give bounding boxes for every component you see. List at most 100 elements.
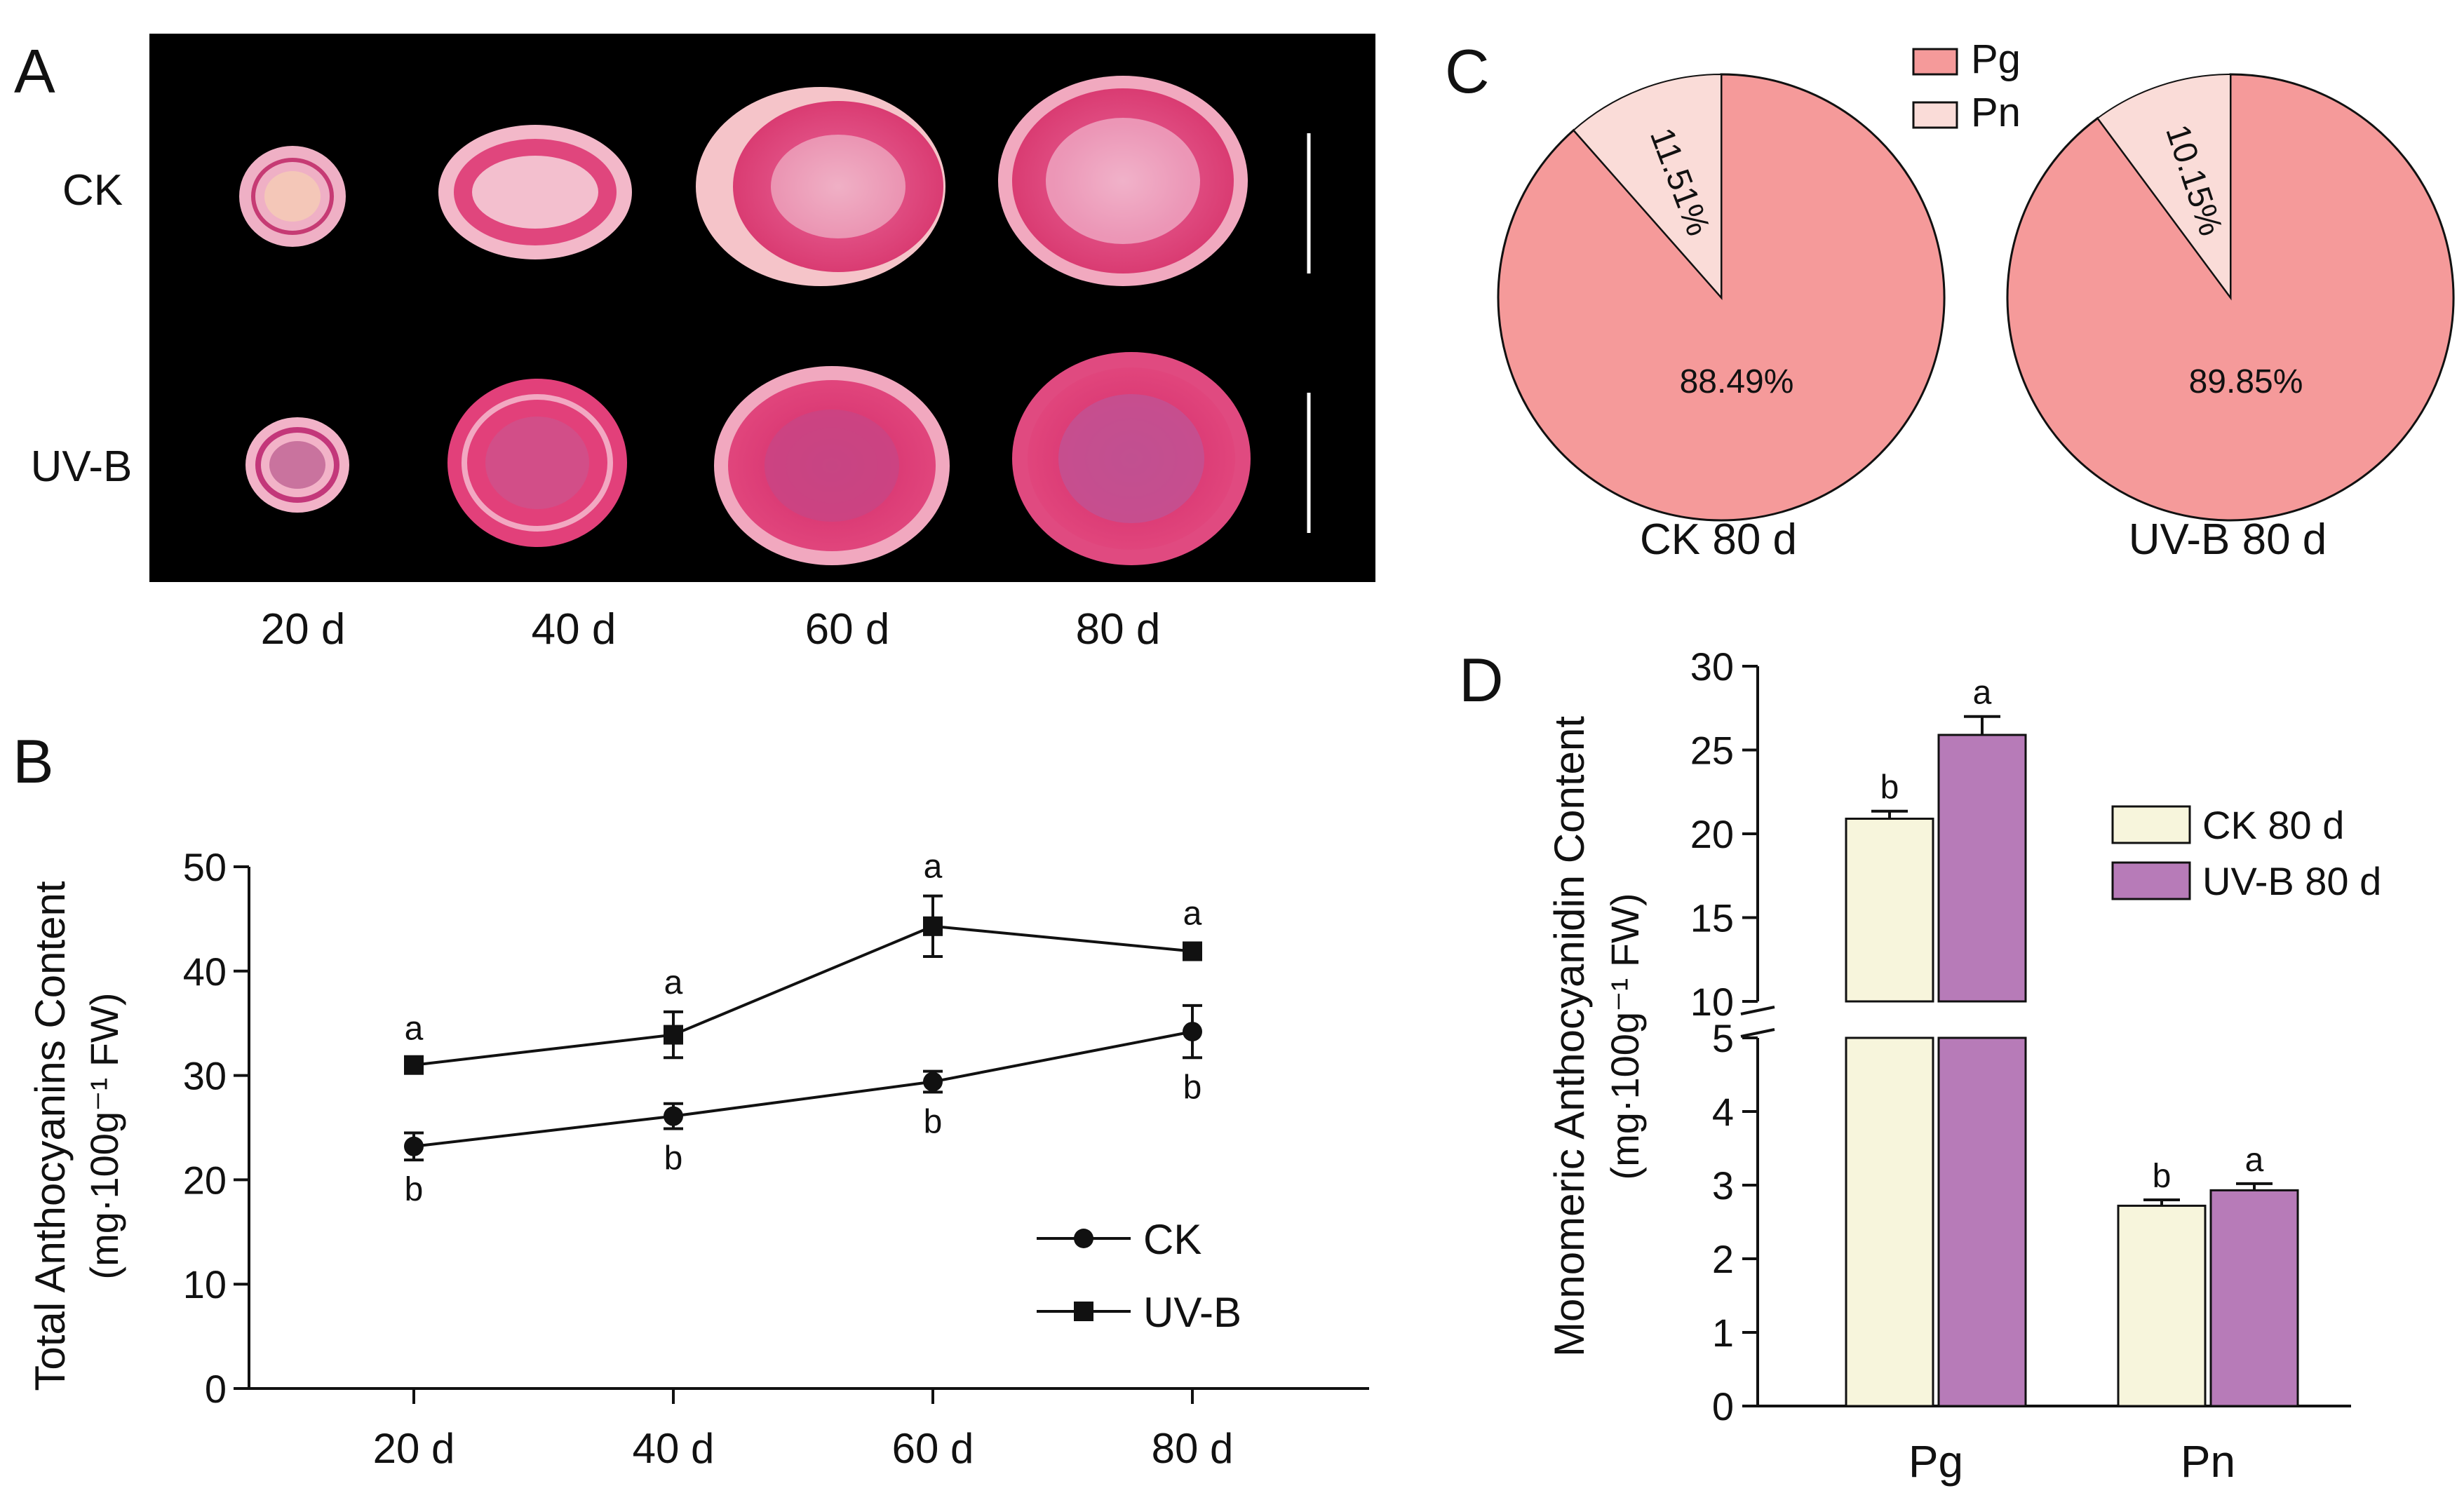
axis-break-mark (1740, 1006, 1775, 1015)
panel-a-label: A (14, 36, 55, 106)
panel-c: C 11.51%88.49%CK 80 d10.15%89.85%UV-B 80… (1445, 36, 2455, 564)
y-axis-unit: (mg·100g⁻¹ FW) (82, 992, 126, 1279)
y-tick-label: 20 (1690, 812, 1734, 856)
data-point-ck (404, 1136, 424, 1156)
uvb-slice-40d (447, 379, 627, 547)
x-tick-label: 40 d (633, 1425, 715, 1472)
x-tick-label: Pn (2181, 1436, 2235, 1487)
y-tick-label: 10 (183, 1262, 227, 1306)
pie-label-pg: 89.85% (2189, 363, 2303, 400)
legend-swatch (2111, 861, 2191, 900)
bar-pn (2209, 1189, 2299, 1407)
panel-d-label: D (1459, 645, 1504, 715)
legend-marker (1074, 1302, 1093, 1321)
col-label-60d: 60 d (805, 605, 890, 654)
row-label-uvb: UV-B (31, 442, 133, 491)
data-point-ck (664, 1106, 683, 1126)
col-label-20d: 20 d (261, 605, 346, 654)
y-tick-label: 3 (1712, 1163, 1734, 1208)
significance-letter: a (2245, 1142, 2264, 1179)
panel-b: B 0 10 20 30 40 50 20 d 40 d 60 d 80 d Total Antho… (13, 727, 1369, 1472)
significance-letter: b (1880, 769, 1899, 806)
data-point-uv-b (1183, 941, 1202, 961)
y-axis-title: Monomeric Anthocyanidin Content (1546, 716, 1593, 1357)
panel-a: A (14, 34, 1375, 654)
bar-pg-lower (1845, 1036, 1934, 1407)
y-tick-label: 25 (1690, 729, 1734, 773)
x-tick-label: 80 d (1152, 1425, 1234, 1472)
legend-swatch (2111, 805, 2191, 844)
ck-slice-20d (239, 146, 346, 247)
legend-marker (1074, 1229, 1093, 1248)
ck-slice-40d (438, 125, 632, 259)
series-line-uv-b (413, 924, 1193, 1067)
pie-label-pg: 88.49% (1680, 363, 1794, 400)
y-tick-label: 4 (1712, 1090, 1734, 1134)
series-line-ck (413, 1030, 1193, 1148)
legend-label: Pn (1971, 90, 2021, 135)
bar-pg-lower (1937, 1036, 2027, 1407)
significance-letter: b (1183, 1069, 1202, 1106)
y-tick-label: 40 (183, 950, 227, 994)
data-point-uv-b (664, 1025, 683, 1045)
bar-pg-upper (1937, 734, 2027, 1003)
significance-letter: a (664, 964, 683, 1001)
col-label-80d: 80 d (1076, 605, 1161, 654)
y-tick-label: 50 (183, 845, 227, 889)
line-chart: 0 10 20 30 40 50 20 d 40 d 60 d 80 d Total Anthocy… (27, 845, 1369, 1472)
y-tick-label: 0 (1712, 1384, 1734, 1428)
x-tick-label: Pg (1908, 1436, 1963, 1487)
y-tick-label: 30 (183, 1054, 227, 1098)
uvb-slice-20d (245, 417, 349, 513)
legend-label: CK 80 d (2202, 803, 2344, 847)
pie-slice-pn (1573, 73, 1722, 299)
data-point-uv-b (404, 1055, 424, 1075)
panel-b-label: B (13, 727, 54, 796)
y-tick-label: 20 (183, 1158, 227, 1202)
y-tick-label: 1 (1712, 1311, 1734, 1355)
significance-letter: b (664, 1140, 683, 1177)
panel-d: D 0 1 2 3 4 510 15 20 25 30 Monomeric Anthocyanidi… (1459, 644, 2381, 1487)
bar-chart: 0 1 2 3 4 510 15 20 25 30 Monomeric Anthocyanidin … (1546, 644, 2381, 1487)
legend-label: UV-B (1143, 1289, 1241, 1336)
bar-pn (2117, 1204, 2207, 1407)
uvb-slice-80d (1012, 352, 1251, 565)
uvb-slice-60d (714, 366, 950, 565)
pie-charts: 11.51%88.49%CK 80 d10.15%89.85%UV-B 80 d… (1497, 36, 2455, 564)
significance-letter: b (405, 1171, 424, 1208)
y-tick-label: 15 (1690, 896, 1734, 940)
pie-slice-pn (2096, 73, 2231, 300)
significance-letter: a (924, 849, 943, 886)
y-tick-label: 30 (1690, 644, 1734, 689)
pie-caption: UV-B 80 d (2129, 515, 2327, 564)
ck-slice-60d (696, 87, 945, 286)
data-point-ck (1183, 1022, 1202, 1042)
y-tick-label: 10 (1690, 980, 1734, 1024)
y-tick-label: 0 (205, 1367, 227, 1411)
data-point-ck (923, 1072, 943, 1092)
col-label-40d: 40 d (532, 605, 617, 654)
pie-caption: CK 80 d (1640, 515, 1797, 564)
row-label-ck: CK (62, 166, 123, 215)
legend-label: Pg (1971, 36, 2021, 82)
ck-slice-80d (998, 76, 1248, 286)
axis-break-mark (1740, 1028, 1775, 1038)
y-axis-unit: (mg·100g⁻¹ FW) (1603, 893, 1647, 1180)
legend-swatch (1912, 48, 1958, 76)
panel-c-label: C (1445, 36, 1490, 106)
y-tick-label: 2 (1712, 1237, 1734, 1281)
x-tick-label: 20 d (373, 1425, 455, 1472)
data-point-uv-b (923, 916, 943, 936)
significance-letter: b (924, 1103, 943, 1140)
legend-label: UV-B 80 d (2202, 859, 2381, 903)
x-tick-label: 60 d (892, 1425, 974, 1472)
y-axis-title: Total Anthocyanins Content (27, 881, 74, 1391)
significance-letter: b (2153, 1158, 2172, 1195)
significance-letter: a (1973, 675, 1992, 712)
legend-label: CK (1143, 1216, 1201, 1263)
significance-letter: a (405, 1010, 424, 1047)
significance-letter: a (1183, 896, 1202, 933)
legend-swatch (1912, 101, 1958, 129)
y-tick-label: 5 (1712, 1016, 1734, 1060)
